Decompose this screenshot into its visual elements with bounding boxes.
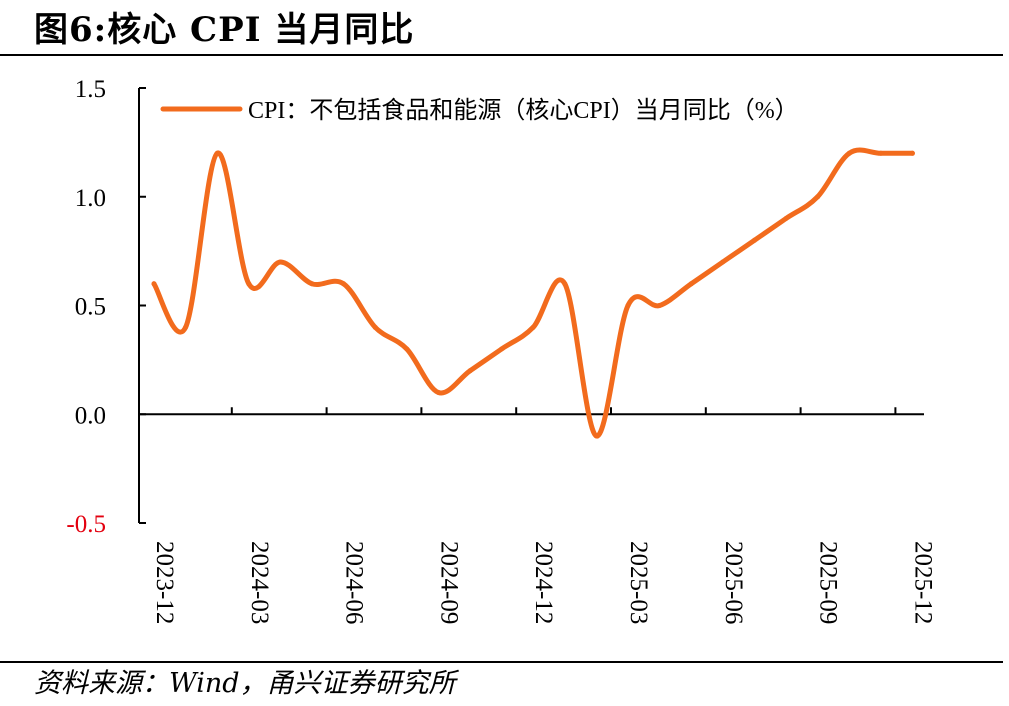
y-tick-label: 1.5 (75, 76, 106, 103)
x-tick-label: 2025-12 (909, 541, 936, 624)
data-point (467, 368, 473, 374)
data-point (657, 303, 663, 308)
data-point (720, 259, 726, 265)
title-divider (0, 54, 1003, 56)
data-point (878, 150, 884, 156)
x-tick-label: 2025-03 (625, 541, 652, 624)
y-tick-label: 1.0 (75, 185, 106, 212)
y-tick-label: 0.5 (75, 294, 106, 321)
data-point (372, 324, 378, 330)
data-point (246, 281, 252, 287)
source-divider (0, 661, 1003, 663)
data-point (625, 303, 631, 308)
chart-axes (138, 88, 924, 523)
data-point (341, 281, 347, 287)
data-point (214, 150, 220, 156)
data-point (309, 281, 315, 287)
x-tick-label: 2023-12 (151, 541, 178, 624)
x-tick-label: 2024-06 (341, 541, 368, 624)
data-point (499, 346, 505, 352)
data-point (783, 216, 789, 221)
y-tick-label: 0.0 (75, 402, 106, 429)
data-point (435, 390, 441, 395)
chart-legend: CPI：不包括食品和能源（核心CPI）当月同比（%） (160, 97, 799, 124)
y-tick-label: -0.5 (66, 511, 106, 538)
data-point (151, 281, 157, 287)
data-point (751, 237, 757, 243)
series-layer (151, 147, 915, 439)
data-point (183, 324, 189, 330)
x-tick-label: 2024-12 (530, 541, 557, 624)
data-point (846, 150, 852, 156)
x-tick-label: 2025-06 (720, 541, 747, 624)
y-axis-ticks: 1.5 1.0 0.5 0.0 -0.5 (66, 76, 146, 538)
source-note: 资料来源：Wind，甬兴证券研究所 (34, 668, 456, 699)
x-axis-ticks: 2023-12 2024-03 2024-06 2024-09 2024-12 2025-… (151, 407, 936, 624)
data-point (815, 194, 821, 200)
data-point (562, 281, 568, 287)
data-point (909, 150, 915, 156)
x-tick-label: 2025-09 (815, 541, 842, 624)
x-tick-label: 2024-09 (435, 541, 462, 624)
data-point (404, 346, 410, 352)
data-point (277, 259, 283, 265)
data-point (593, 433, 599, 439)
data-point (530, 324, 536, 330)
chart-title: 图6:核心 CPI 当月同比 (34, 10, 415, 50)
legend-label: CPI：不包括食品和能源（核心CPI）当月同比（%） (248, 97, 799, 124)
data-point (688, 281, 694, 287)
x-tick-label: 2024-03 (246, 541, 273, 624)
series-line (151, 147, 915, 439)
